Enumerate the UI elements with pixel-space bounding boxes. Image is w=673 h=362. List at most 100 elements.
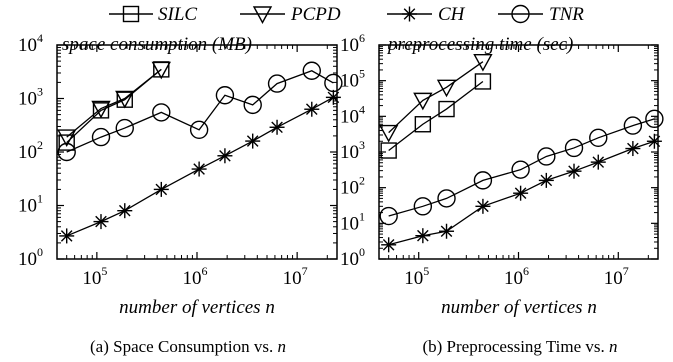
data-point-ch (381, 237, 397, 253)
data-point-ch (415, 228, 431, 244)
data-point-ch (304, 101, 320, 117)
x-tick-label: 106 (504, 264, 529, 289)
tick-exponent: 7 (623, 264, 629, 278)
tick-exponent: 3 (37, 85, 43, 99)
data-point-tnr (623, 116, 643, 135)
data-point-tnr (302, 61, 321, 80)
tick-exponent: 6 (202, 264, 208, 278)
data-point-pcpd (436, 79, 457, 98)
y-tick-label: 104 (18, 31, 43, 56)
tick-exponent: 5 (423, 264, 429, 278)
series-ch (59, 89, 341, 244)
tick-base: 10 (340, 213, 359, 234)
series-line-silc (388, 80, 484, 152)
data-point-tnr (152, 103, 171, 122)
series-tnr (57, 61, 343, 162)
y-tick-label: 106 (340, 31, 365, 56)
data-point-pcpd (378, 124, 399, 143)
data-point-silc (414, 116, 432, 133)
x-tick-label: 106 (183, 264, 208, 289)
tick-base: 10 (82, 268, 101, 289)
x-tick-label: 105 (404, 264, 429, 289)
y-tick-label: 104 (340, 102, 365, 127)
tick-exponent: 1 (359, 209, 365, 223)
data-point-silc (474, 73, 492, 90)
data-point-ch (538, 172, 554, 188)
data-point-pcpd (151, 61, 171, 80)
series-line-pcpd (66, 68, 162, 138)
tick-exponent: 7 (302, 264, 308, 278)
tick-base: 10 (404, 268, 423, 289)
x-axis: 105 106 107 (378, 45, 649, 289)
y-tick-label: 103 (340, 138, 365, 163)
data-point-tnr (511, 160, 530, 179)
caption: (a) Space Consumption vs. n (90, 337, 286, 356)
y-tick-label: 100 (18, 245, 43, 270)
plot-frame (378, 44, 659, 260)
data-point-tnr (115, 118, 134, 138)
tick-exponent: 6 (523, 264, 529, 278)
tick-base: 10 (18, 35, 37, 56)
tick-exponent: 3 (359, 138, 365, 152)
data-point-tnr (324, 73, 343, 93)
data-point-tnr (189, 120, 209, 139)
tick-exponent: 5 (101, 264, 107, 278)
series-pcpd (57, 61, 171, 148)
legend: SILC PCPD CH TNR (109, 4, 584, 25)
caption-text: (b) Preprocessing Time vs. (422, 337, 609, 356)
legend-label: PCPD (290, 4, 341, 25)
tick-exponent: 4 (37, 31, 43, 45)
legend-label: TNR (549, 4, 584, 25)
series-line-tnr (388, 118, 655, 217)
data-point-ch (646, 133, 662, 149)
data-point-ch (566, 163, 582, 179)
series-ch (381, 133, 662, 253)
series-silc (58, 61, 170, 151)
data-point-pcpd (57, 129, 77, 148)
data-point-ch (625, 141, 641, 157)
tick-base: 10 (18, 249, 37, 270)
data-point-ch (439, 223, 455, 239)
data-point-tnr (564, 138, 584, 158)
data-point-ch (475, 198, 491, 214)
data-point-tnr (645, 109, 664, 129)
series-pcpd (378, 54, 493, 143)
y-tick-label: 101 (18, 192, 43, 217)
data-point-pcpd (91, 100, 111, 119)
y-tick-label: 100 (340, 245, 365, 270)
tick-base: 10 (604, 268, 623, 289)
data-point-tnr (91, 127, 111, 147)
legend-marker-ch (402, 6, 417, 22)
y-tick-label: 105 (340, 67, 365, 92)
tick-exponent: 1 (37, 192, 43, 206)
series-tnr (379, 109, 664, 226)
caption-variable: n (277, 337, 286, 356)
y-tick-label: 102 (340, 174, 365, 199)
series-silc (380, 73, 492, 159)
data-point-tnr (589, 128, 608, 148)
data-point-ch (153, 181, 169, 197)
tick-exponent: 4 (359, 102, 365, 116)
data-point-silc (438, 100, 455, 118)
x-axis: 105 106 107 (56, 45, 328, 289)
tick-base: 10 (340, 249, 359, 270)
data-point-ch (59, 228, 75, 244)
tick-base: 10 (340, 178, 359, 199)
legend-marker-tnr (511, 4, 530, 24)
legend-entry-pcpd: PCPD (240, 4, 341, 25)
x-tick-label: 107 (283, 264, 308, 289)
data-point-tnr (243, 95, 262, 115)
x-axis-label: number of vertices n (119, 297, 275, 318)
chart-title: preprocessing time (sec) (386, 34, 573, 55)
legend-label: SILC (158, 4, 197, 25)
data-point-ch (245, 133, 261, 149)
series-line-ch (388, 140, 655, 246)
caption-text: (a) Space Consumption vs. (90, 337, 277, 356)
tick-exponent: 2 (37, 138, 43, 152)
y-tick-label: 103 (18, 85, 43, 110)
tick-base: 10 (18, 142, 37, 163)
data-point-ch (93, 214, 109, 230)
